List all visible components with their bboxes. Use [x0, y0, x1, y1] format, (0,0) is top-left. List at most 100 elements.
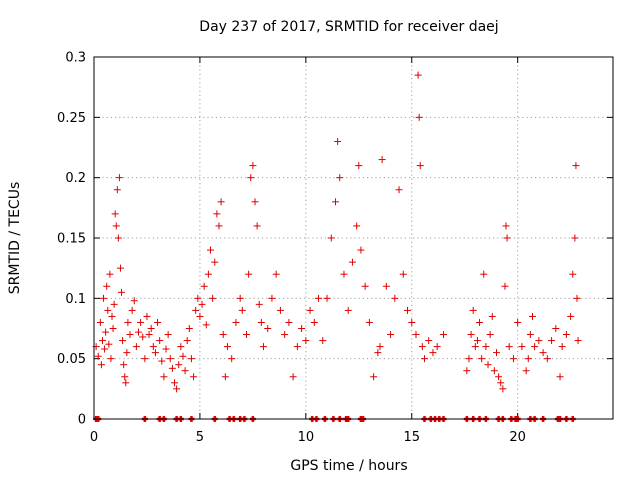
data-point [471, 343, 479, 351]
data-point [492, 349, 500, 357]
data-point [116, 264, 124, 272]
data-point [543, 355, 551, 363]
data-point [440, 331, 448, 339]
data-point [249, 162, 257, 170]
data-point [94, 352, 102, 360]
data-point [221, 373, 229, 381]
data-point [162, 345, 170, 353]
data-point [289, 373, 297, 381]
y-tick-label: 0.1 [65, 292, 86, 307]
data-point [488, 312, 496, 320]
data-point [156, 337, 164, 345]
x-tick-label: 20 [509, 430, 526, 445]
data-point [126, 331, 134, 339]
data-point [522, 367, 530, 375]
data-point [154, 318, 162, 326]
data-point [514, 318, 522, 326]
data-point [429, 349, 437, 357]
data-point [463, 367, 471, 375]
data-point [219, 331, 227, 339]
data-point [387, 331, 395, 339]
data-point [215, 222, 223, 230]
data-point [168, 364, 176, 372]
data-point [207, 246, 215, 254]
data-point [334, 137, 342, 145]
data-point [213, 210, 221, 218]
y-tick-label: 0.05 [57, 352, 86, 367]
data-point [145, 331, 153, 339]
data-point [247, 174, 255, 182]
y-tick-label: 0.15 [57, 232, 86, 247]
data-point [548, 337, 556, 345]
data-point [505, 343, 513, 351]
data-point [183, 337, 191, 345]
data-point [408, 318, 416, 326]
x-tick-label: 0 [90, 430, 98, 445]
data-point [164, 331, 172, 339]
data-point [355, 162, 363, 170]
data-point [503, 234, 511, 242]
data-point [416, 162, 424, 170]
data-point [502, 222, 510, 230]
data-point [160, 373, 168, 381]
data-point [315, 294, 323, 302]
grid-lines [94, 57, 613, 419]
data-point [319, 337, 327, 345]
data-point [98, 337, 106, 345]
data-point [134, 328, 142, 336]
data-point [114, 234, 122, 242]
data-point [418, 343, 426, 351]
data-point [128, 306, 136, 314]
data-point [526, 331, 534, 339]
data-point [336, 174, 344, 182]
data-point [476, 318, 484, 326]
data-point [232, 318, 240, 326]
data-point [137, 318, 145, 326]
data-point [480, 270, 488, 278]
data-point [190, 373, 198, 381]
data-point [420, 355, 428, 363]
y-tick-label: 0.2 [65, 171, 86, 186]
data-point [223, 343, 231, 351]
data-point [173, 385, 181, 393]
data-point [285, 318, 293, 326]
data-point [501, 282, 509, 290]
data-point [166, 355, 174, 363]
data-point [202, 321, 210, 329]
data-point [376, 343, 384, 351]
data-point [259, 343, 267, 351]
data-point [567, 312, 575, 320]
data-point [209, 294, 217, 302]
data-point [107, 355, 115, 363]
data-point [151, 349, 159, 357]
data-point [370, 373, 378, 381]
data-point [255, 300, 263, 308]
data-point [119, 337, 127, 345]
data-point [293, 343, 301, 351]
data-point [238, 306, 246, 314]
data-point [217, 198, 225, 206]
data-point [158, 357, 166, 365]
data-point [194, 294, 202, 302]
data-point [181, 367, 189, 375]
data-point [473, 337, 481, 345]
data-point [558, 343, 566, 351]
data-point [264, 325, 272, 332]
data-point [348, 258, 356, 266]
data-point [130, 297, 138, 305]
data-point [486, 331, 494, 339]
data-point [141, 355, 149, 363]
data-point [132, 343, 140, 351]
data-point [200, 282, 208, 290]
y-axis-label: SRMTID / TECUs [7, 182, 23, 295]
data-point [185, 325, 193, 332]
data-point [378, 156, 386, 164]
data-point [357, 246, 365, 254]
data-point [306, 306, 314, 314]
data-point [495, 373, 503, 381]
y-tick-label: 0 [78, 413, 86, 428]
data-point [518, 343, 526, 351]
data-point [118, 288, 126, 296]
data-point [531, 343, 539, 351]
data-point [196, 312, 204, 320]
